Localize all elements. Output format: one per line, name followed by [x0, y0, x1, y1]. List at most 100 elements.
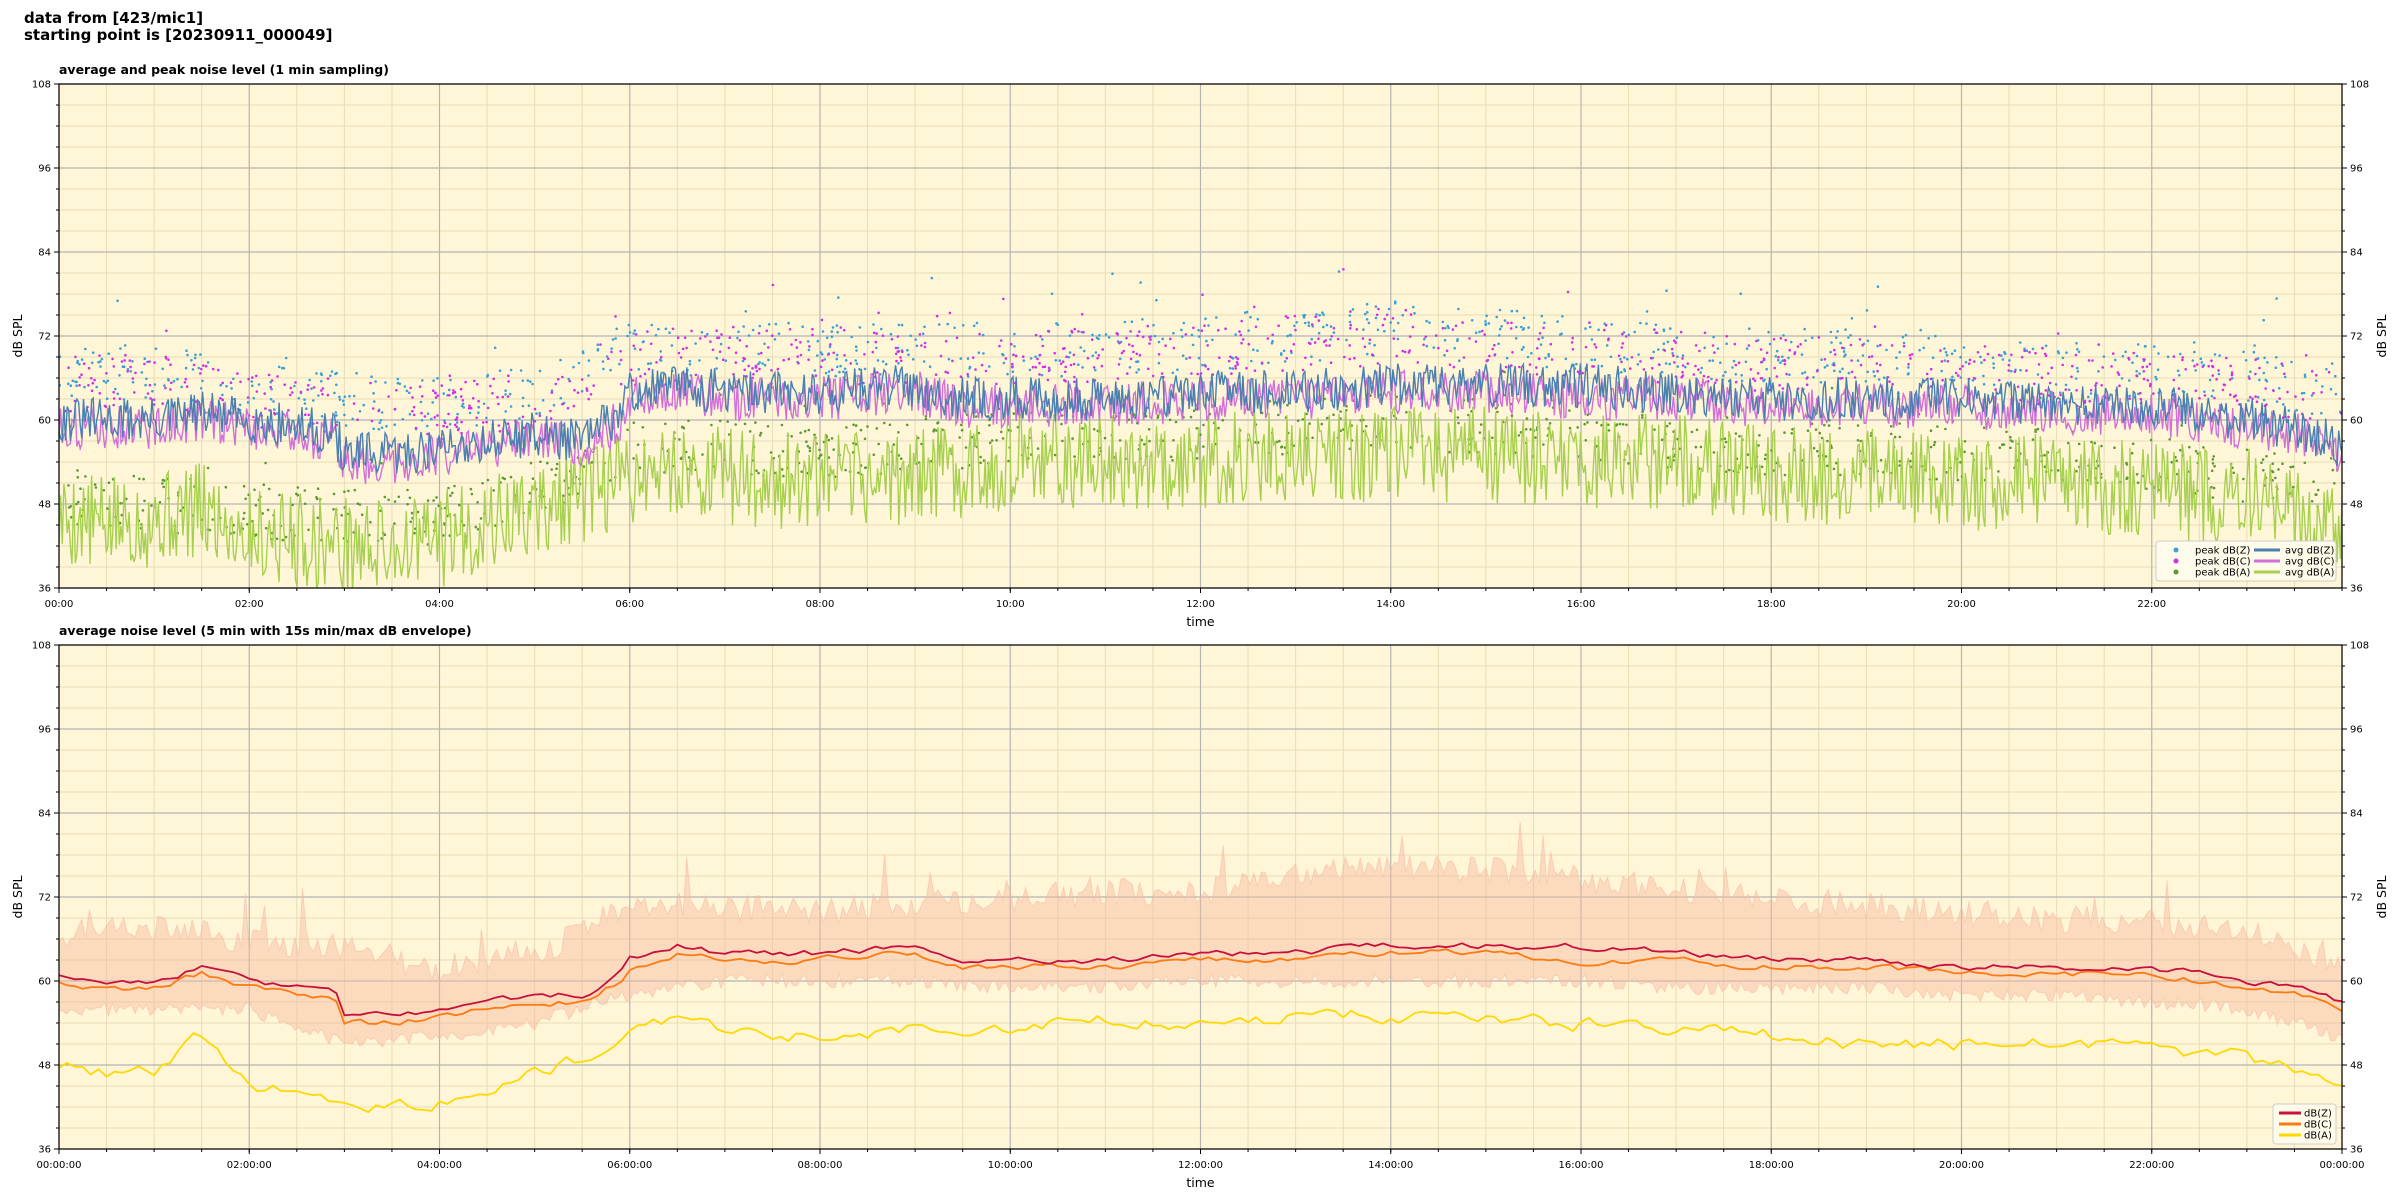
peak-point [485, 420, 488, 424]
peak-point [2277, 387, 2281, 390]
peak-point [2327, 370, 2331, 374]
peak-point [1148, 335, 1151, 339]
peak-point [1994, 388, 1997, 391]
peak-point [69, 384, 73, 388]
peak-point [552, 403, 556, 407]
peak-point [863, 367, 867, 371]
peak-point [449, 378, 452, 382]
peak-point [1898, 422, 1901, 425]
y-axis-label-right: dB SPL [2374, 876, 2389, 919]
peak-point [460, 404, 464, 408]
peak-point [129, 365, 132, 369]
peak-point [2148, 362, 2152, 366]
peak-point [1833, 363, 1836, 367]
peak-point [1408, 335, 1412, 338]
peak-point [120, 513, 124, 517]
peak-point [758, 434, 762, 437]
peak-point [2076, 370, 2080, 373]
peak-point [1716, 347, 1720, 350]
peak-point [351, 417, 355, 421]
peak-point [1370, 353, 1374, 357]
peak-point [2200, 361, 2204, 364]
peak-point [1129, 357, 1133, 361]
peak-point [1148, 342, 1151, 345]
peak-point [1497, 342, 1500, 346]
peak-point [518, 417, 521, 420]
peak-point [1956, 374, 1960, 377]
peak-point [727, 346, 731, 350]
peak-point [1888, 380, 1891, 383]
peak-point [968, 365, 972, 369]
peak-point [1509, 327, 1513, 330]
peak-point [1590, 358, 1593, 362]
peak-point [1493, 343, 1496, 347]
peak-point [449, 494, 452, 497]
peak-point [1111, 272, 1114, 276]
peak-point [491, 392, 494, 395]
peak-point [1443, 338, 1447, 342]
peak-point [2007, 363, 2011, 367]
peak-point [1211, 338, 1214, 342]
peak-point [1457, 421, 1460, 425]
peak-point [315, 496, 318, 499]
peak-point [1164, 344, 1167, 348]
peak-point [244, 497, 247, 501]
peak-point [1098, 334, 1101, 337]
peak-point [1540, 314, 1544, 318]
peak-point [741, 359, 745, 363]
peak-point [408, 496, 412, 500]
peak-point [911, 358, 915, 361]
peak-point [854, 345, 858, 349]
peak-point [539, 460, 542, 464]
peak-point [225, 384, 228, 388]
peak-point [1315, 313, 1318, 316]
peak-point [637, 368, 641, 371]
peak-point [2075, 459, 2078, 463]
peak-point [1192, 409, 1196, 413]
peak-point [1760, 465, 1764, 469]
peak-point [1195, 457, 1199, 460]
peak-point [1535, 373, 1539, 376]
peak-point [2116, 371, 2120, 374]
peak-point [1514, 337, 1518, 340]
peak-point [808, 446, 812, 450]
peak-point [1137, 368, 1140, 371]
peak-point [1609, 355, 1613, 359]
peak-point [1796, 345, 1800, 348]
peak-point [1103, 436, 1107, 440]
peak-point [1902, 341, 1906, 345]
peak-point [1890, 344, 1894, 347]
peak-point [1753, 379, 1757, 383]
peak-point [2330, 362, 2334, 365]
peak-point [134, 371, 137, 375]
peak-point [2112, 352, 2115, 355]
peak-point [84, 475, 87, 478]
peak-point [1199, 372, 1203, 375]
peak-point [492, 377, 496, 381]
peak-point [1665, 289, 1668, 293]
peak-point [981, 333, 985, 337]
peak-point [639, 375, 642, 378]
peak-point [961, 466, 964, 470]
peak-point [2281, 364, 2284, 368]
peak-point [2048, 381, 2052, 385]
peak-point [2211, 496, 2215, 499]
peak-point [126, 368, 130, 371]
peak-point [1038, 361, 1041, 365]
peak-point [461, 399, 465, 402]
peak-point [1998, 446, 2002, 450]
peak-point [727, 433, 731, 436]
peak-point [1488, 354, 1491, 358]
peak-point [107, 352, 110, 356]
peak-point [2125, 476, 2129, 480]
x-tick-label: 16:00:00 [1559, 1160, 1604, 1171]
peak-point [1073, 380, 1076, 384]
peak-point [998, 344, 1001, 348]
peak-point [2241, 500, 2245, 503]
peak-point [1581, 371, 1584, 375]
peak-point [936, 421, 939, 425]
peak-point [1752, 377, 1755, 381]
peak-point [1234, 356, 1238, 359]
peak-point [863, 437, 867, 441]
x-tick-label: 08:00:00 [798, 1160, 843, 1171]
